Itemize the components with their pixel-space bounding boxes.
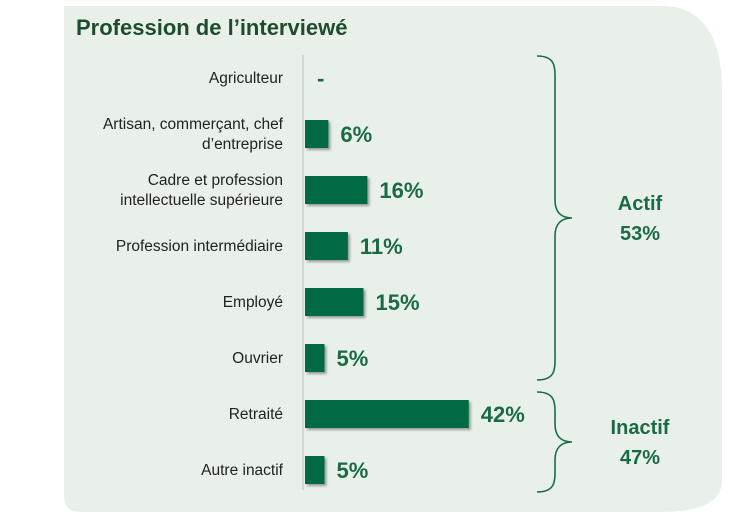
category-label-5: Ouvrier xyxy=(232,350,283,367)
category-labels: Agriculteur Artisan, commerçant, chef d’en… xyxy=(103,70,284,479)
value-label-2: 16% xyxy=(379,178,423,203)
category-label-1-line-1: d’entreprise xyxy=(202,136,283,153)
group-brace-1 xyxy=(536,391,573,493)
value-label-3: 11% xyxy=(360,234,403,259)
value-label-6: 42% xyxy=(481,402,525,427)
value-label-0: - xyxy=(317,66,324,91)
group-brace-0 xyxy=(536,55,573,381)
category-label-7: Autre inactif xyxy=(201,462,284,479)
bar-2 xyxy=(305,176,368,204)
value-labels: - 6% 16% 11% 15% 5% 42% 5% xyxy=(317,66,525,483)
bar-group xyxy=(305,120,469,484)
category-label-6: Retraité xyxy=(229,406,283,423)
group-name-1: Inactif xyxy=(611,417,670,439)
value-label-5: 5% xyxy=(337,346,369,371)
bar-5 xyxy=(305,344,325,372)
group-total-0: 53% xyxy=(620,223,660,245)
bar-1 xyxy=(305,120,329,148)
value-label-7: 5% xyxy=(337,458,369,483)
category-label-2-line-1: intellectuelle supérieure xyxy=(120,192,283,209)
bar-7 xyxy=(305,456,325,484)
group-labels: Actif 53% Inactif 47% xyxy=(611,193,670,469)
group-name-0: Actif xyxy=(618,193,663,215)
bar-6 xyxy=(305,400,469,428)
group-total-1: 47% xyxy=(620,447,660,469)
category-label-0: Agriculteur xyxy=(209,70,283,87)
bar-4 xyxy=(305,288,364,316)
category-label-2-line-0: Cadre et profession xyxy=(148,172,283,189)
chart-title: Profession de l’interviewé xyxy=(76,15,347,40)
group-braces xyxy=(536,55,573,493)
chart-background-panel xyxy=(64,6,722,512)
category-label-4: Employé xyxy=(223,294,283,311)
bar-3 xyxy=(305,232,348,260)
value-label-4: 15% xyxy=(376,290,420,315)
value-label-1: 6% xyxy=(340,122,372,147)
category-label-1-line-0: Artisan, commerçant, chef xyxy=(103,116,284,133)
category-label-3: Profession intermédiaire xyxy=(116,238,283,255)
